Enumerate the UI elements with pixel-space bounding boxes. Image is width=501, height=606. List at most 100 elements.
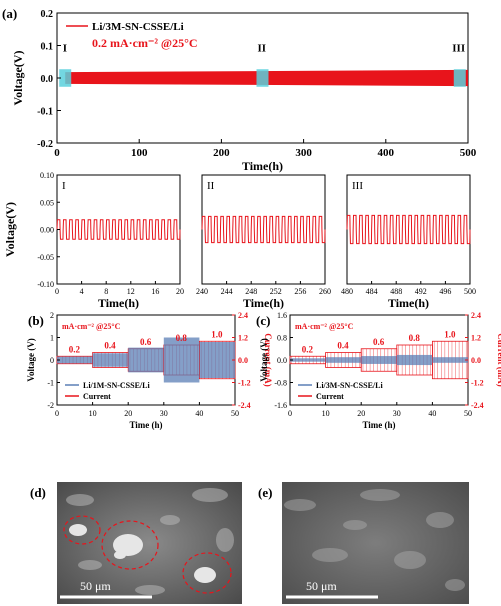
- y-tick-label: -0.8: [274, 379, 287, 388]
- x-axis-title: Time(h): [243, 296, 284, 310]
- voltage-band-1.0: [199, 342, 235, 378]
- sem-e-panel-label: (e): [258, 485, 272, 500]
- voltage-band-0.6: [361, 356, 397, 364]
- step-label: 0.4: [104, 341, 116, 351]
- voltage-band-0.6: [128, 347, 164, 373]
- x-tick-label: 16: [151, 287, 159, 296]
- x-tick-label: 0: [55, 287, 59, 296]
- x-tick-label: 0: [288, 409, 292, 418]
- inset-label: III: [352, 180, 363, 192]
- y-tick-label: 0.0: [41, 74, 54, 85]
- step-label: 1.0: [444, 329, 456, 339]
- x-tick-label: 240: [196, 287, 208, 296]
- voltage-band-0.2: [57, 356, 93, 364]
- sem-d-particles: [69, 524, 216, 583]
- y-axis-title: Voltage(V): [11, 51, 25, 106]
- panel-a-insets: 0 4 8 12 16 20 -0.10 -0.05 0.00 0.05 0.10 Voltage(V…: [3, 171, 476, 310]
- legend-label-voltage: Li/3M-SN-CSSE/Li: [316, 381, 383, 390]
- y2-tick-label: -2.4: [471, 401, 484, 410]
- legend-label-current: Current: [316, 392, 344, 401]
- x-tick-label: 500: [464, 287, 476, 296]
- x-tick-label: 244: [221, 287, 233, 296]
- step-label: 0.2: [302, 344, 314, 354]
- y-tick-label: 0: [50, 356, 54, 365]
- x-tick-label: 488: [390, 287, 402, 296]
- x-tick-label: 4: [80, 287, 84, 296]
- x-tick-label: 400: [378, 147, 395, 159]
- x-axis-title: Time(h): [242, 159, 283, 173]
- step-label: 0.6: [140, 337, 152, 347]
- annotation-current-density: 0.2 mA·cm⁻² @25°C: [92, 36, 198, 50]
- y-tick-label: 0.0: [277, 356, 287, 365]
- sem-e-texture: [284, 489, 465, 591]
- inset-I: 0 4 8 12 16 20 -0.10 -0.05 0.00 0.05 0.10 Voltage(V…: [3, 171, 184, 310]
- y-axis-title: Voltage (V): [26, 338, 36, 381]
- highlight-region-I: [59, 69, 72, 87]
- x-tick-label: 200: [213, 147, 230, 159]
- x-tick-label: 10: [89, 409, 97, 418]
- y-tick-label: 0.05: [40, 198, 54, 207]
- x-tick-label: 10: [322, 409, 330, 418]
- highlight-label-II: II: [258, 42, 267, 54]
- y-tick-label: -1.6: [274, 401, 287, 410]
- x-tick-label: 480: [341, 287, 353, 296]
- step-label: 0.6: [373, 337, 385, 347]
- x-tick-label: 484: [366, 287, 378, 296]
- x-tick-label: 260: [319, 287, 331, 296]
- y-tick-label: -2: [47, 401, 54, 410]
- annotation: mA·cm⁻² @25°C: [295, 322, 354, 331]
- sem-d-texture: [66, 488, 234, 595]
- y2-axis-title: Current (mA): [496, 333, 501, 387]
- y-tick-label: 1: [50, 334, 54, 343]
- annotation: mA·cm⁻² @25°C: [62, 322, 121, 331]
- highlight-region-II: [256, 69, 269, 87]
- y2-tick-label: -1.2: [471, 379, 484, 388]
- step-label: 0.4: [337, 341, 349, 351]
- highlight-label-III: III: [452, 42, 465, 54]
- step-label: 0.2: [69, 344, 81, 354]
- legend-label-voltage: Li/1M-SN-CSSE/Li: [83, 381, 150, 390]
- y-tick-label: -0.1: [37, 107, 53, 118]
- y-tick-label: -0.2: [37, 139, 53, 150]
- legend-label: Li/3M-SN-CSSE/Li: [92, 21, 184, 33]
- sem-image-d: 50 μm (d): [30, 482, 242, 604]
- y-tick-label: 0.8: [277, 334, 287, 343]
- sem-d-scale-label: 50 μm: [80, 579, 111, 593]
- panel-label: (c): [256, 313, 270, 328]
- voltage-square-wave: [201, 215, 326, 244]
- x-axis-title: Time(h): [98, 296, 139, 310]
- x-tick-label: 0: [54, 147, 60, 159]
- x-tick-label: 500: [460, 147, 477, 159]
- y-tick-label: 1.6: [277, 311, 287, 320]
- sem-image-e: 50 μm (e): [258, 482, 469, 604]
- panel-b: 0.2 0.4 0.6 0.8 1.0 0 10 20 30 40 50 -2 -1 0 1 2 -2.4 -1.…: [26, 311, 273, 430]
- highlight-region-III: [453, 69, 466, 87]
- voltage-band-0.8: [163, 337, 200, 383]
- sem-e-scale-label: 50 μm: [306, 579, 337, 593]
- highlight-label-I: I: [63, 42, 67, 54]
- x-tick-label: 20: [357, 409, 365, 418]
- y-tick-label: 0.2: [41, 9, 54, 20]
- voltage-band-0.8: [396, 354, 433, 366]
- y-axis-title: Voltage(V): [3, 202, 17, 257]
- voltage-square-wave: [346, 214, 471, 245]
- voltage-band-0.4: [325, 357, 362, 363]
- voltage-band-0.4: [92, 353, 129, 367]
- y-tick-label: -0.10: [37, 280, 54, 289]
- x-tick-label: 248: [245, 287, 257, 296]
- voltage-band-0.2: [290, 358, 326, 362]
- y2-tick-label: -1.2: [238, 379, 251, 388]
- x-tick-label: 100: [131, 147, 148, 159]
- sem-d-panel-label: (d): [30, 485, 46, 500]
- x-tick-label: 300: [295, 147, 312, 159]
- y-tick-label: 2: [50, 311, 54, 320]
- x-tick-label: 50: [231, 409, 239, 418]
- y-tick-label: 0.10: [40, 171, 54, 180]
- y-axis-title: Voltage (V): [259, 338, 269, 381]
- y-tick-label: -0.05: [37, 253, 54, 262]
- panel-c: 0.2 0.4 0.6 0.8 1.0 0 10 20 30 40 50 -1.6 -0.8 0.0 0.8…: [256, 311, 501, 430]
- panel-label-a: (a): [2, 6, 17, 21]
- y2-axis-title: Current (mA): [263, 333, 273, 387]
- x-tick-label: 0: [55, 409, 59, 418]
